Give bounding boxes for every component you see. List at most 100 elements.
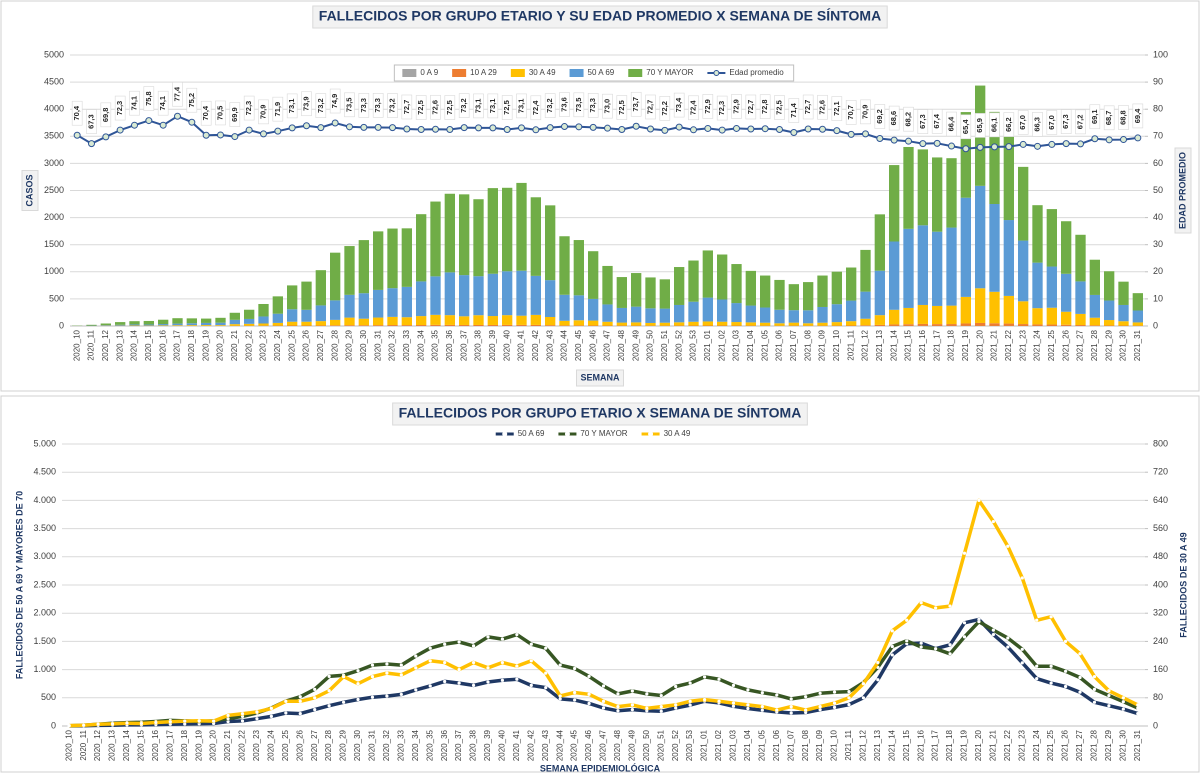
marker [486,635,490,639]
x-tick-label: 2020_34 [416,329,425,361]
y-tick-label: 3000 [44,158,64,168]
x-axis-title: SEMANA EPIDEMIOLÓGICA [540,762,661,773]
bar-segment [659,308,670,323]
x-tick-label: 2020_48 [613,729,622,761]
bar-segment [602,265,613,305]
y2-tick-label: 10 [1153,293,1163,303]
bar-segment [258,303,269,317]
x-tick-label: 2020_16 [158,329,167,361]
marker [1006,636,1010,640]
marker [818,708,822,712]
marker [561,123,568,131]
marker [819,125,826,133]
y2-tick-label: 400 [1153,579,1168,589]
x-tick-label: 2021_15 [904,329,913,361]
marker [1092,700,1097,704]
x-tick-label: 2020_31 [368,729,377,761]
bar-segment [115,324,126,326]
bar-segment [330,252,341,301]
value-label-box [559,92,570,117]
bar-segment [315,321,326,326]
marker [226,719,230,724]
x-tick-label: 2020_28 [324,729,333,761]
marker [356,697,360,702]
x-tick-label: 2021_09 [815,729,824,761]
marker [616,692,620,696]
marker [1035,664,1039,668]
marker [544,686,548,690]
marker [197,719,201,723]
bar-segment [459,324,470,326]
marker [529,642,533,646]
value-label-box [888,105,900,131]
marker [475,124,482,132]
bar-segment [1061,221,1072,274]
y2-tick-label: 100 [1153,49,1168,59]
marker [503,126,511,134]
bar-segment [416,214,427,282]
marker [486,680,490,684]
bar-segment [301,321,312,326]
bar-segment [846,321,857,326]
marker [616,709,620,713]
bar-segment [272,296,283,314]
marker [260,130,267,138]
marker [761,125,769,133]
y-tick-label: 2000 [44,212,64,222]
x-tick-label: 2020_39 [483,729,492,761]
marker [746,706,750,711]
bar-segment [731,322,742,326]
x-tick-label: 2020_40 [502,329,511,361]
x-tick-label: 2021_08 [801,729,810,761]
bar-segment [774,309,785,324]
marker [604,124,611,132]
value-label: 72,8 [760,99,769,114]
marker [919,645,923,649]
x-tick-label: 2020_12 [101,329,110,361]
value-label: 69,2 [875,109,884,124]
legend-label: 0 A 9 [420,68,438,77]
x-tick-label: 2021_26 [1061,729,1070,761]
marker [313,696,317,700]
bar-segment [659,322,670,326]
x-tick-label: 2020_42 [526,729,535,761]
value-label-box [659,96,671,121]
bar-segment [616,322,627,326]
marker [702,697,707,702]
bar-segment [975,288,986,323]
bar-segment [803,282,814,311]
x-tick-label: 2021_19 [961,329,970,361]
value-label-box [688,95,699,121]
bar-segment [1118,281,1129,305]
marker [1121,707,1125,711]
bar-segment [416,281,427,317]
value-label-box [71,100,83,126]
bar-segment [487,188,498,274]
value-label: 73,1 [473,99,482,114]
marker [1091,135,1099,143]
bar-segment [631,273,642,307]
value-label-box [702,94,714,119]
bar-segment [344,325,355,326]
marker [645,692,649,696]
y-tick-label: 5000 [44,49,64,59]
bar-segment [831,304,842,323]
marker [240,712,245,716]
value-label: 77,4 [172,86,181,101]
marker [116,126,124,134]
marker [558,697,562,701]
marker [1035,618,1039,622]
marker [245,126,253,134]
bar-segment [760,322,771,326]
bar-segment [315,325,326,326]
value-label-box [530,95,542,121]
marker [630,703,634,707]
y-tick-label: 1.000 [33,664,56,674]
marker [1092,687,1097,691]
y2-tick-label: 60 [1153,158,1163,168]
bar-segment [803,323,814,326]
x-tick-label: 2020_19 [194,729,203,761]
bar-segment [989,111,1000,204]
y2-tick-label: 0 [1153,720,1158,730]
bar-segment [129,321,140,325]
